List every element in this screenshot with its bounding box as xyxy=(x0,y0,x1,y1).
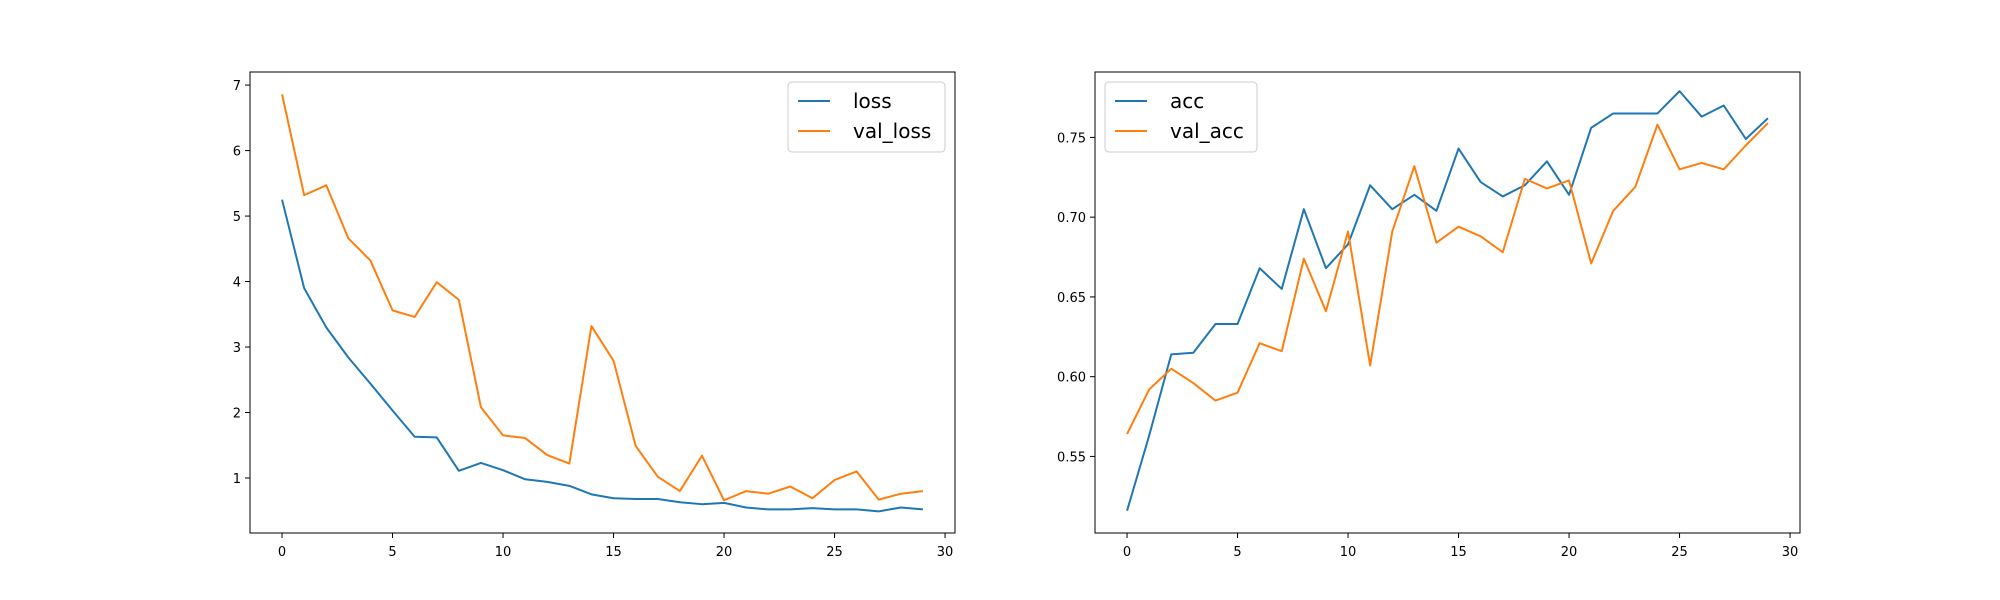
x-tick-label: 10 xyxy=(495,545,512,560)
y-tick-label: 4 xyxy=(233,276,241,291)
plot-frame xyxy=(1094,71,1801,534)
y-tick-label: 3 xyxy=(233,341,241,356)
x-tick-label: 0 xyxy=(1123,545,1131,560)
x-tick-label: 25 xyxy=(826,545,843,560)
loss-chart: 0 5 10 15 20 25 30 1 2 3 4 5 6 7 loss val_loss xyxy=(233,71,956,560)
x-tick-label: 5 xyxy=(1233,545,1241,560)
x-tick-label: 15 xyxy=(605,545,622,560)
y-tick-label: 5 xyxy=(233,210,241,225)
legend-label-val_acc: val_acc xyxy=(1170,119,1244,143)
accuracy-chart: 0 5 10 15 20 25 30 0.55 0.60 0.65 0.70 0.75 acc val_a… xyxy=(1057,71,1801,560)
x-tick-label: 30 xyxy=(937,545,954,560)
x-tick-label: 20 xyxy=(716,545,733,560)
series-line-val_loss xyxy=(281,94,924,502)
x-tick-label: 0 xyxy=(278,545,286,560)
legend: acc val_acc xyxy=(1104,81,1258,153)
y-tick-label: 1 xyxy=(233,472,241,487)
y-tick-label: 0.60 xyxy=(1057,371,1086,386)
legend-box xyxy=(1104,81,1258,153)
series-line-val_acc xyxy=(1126,122,1769,435)
legend-box xyxy=(787,81,946,153)
y-tick-label: 0.70 xyxy=(1057,211,1086,226)
x-tick-label: 30 xyxy=(1782,545,1799,560)
legend-label-val_loss: val_loss xyxy=(853,119,931,143)
y-tick-label: 0.65 xyxy=(1057,291,1086,306)
x-tick-label: 5 xyxy=(388,545,396,560)
x-tick-label: 10 xyxy=(1340,545,1357,560)
x-tick-label: 15 xyxy=(1450,545,1467,560)
legend-label-loss: loss xyxy=(853,89,892,113)
x-tick-label: 25 xyxy=(1671,545,1688,560)
y-tick-label: 0.55 xyxy=(1057,450,1086,465)
y-tick-label: 7 xyxy=(233,79,241,94)
legend: loss val_loss xyxy=(787,81,946,153)
y-tick-label: 6 xyxy=(233,145,241,160)
series-line-loss xyxy=(281,199,924,513)
y-tick-label: 2 xyxy=(233,407,241,422)
legend-label-acc: acc xyxy=(1170,89,1204,113)
plot-frame xyxy=(249,71,956,534)
y-tick-label: 0.75 xyxy=(1057,131,1086,146)
series-line-acc xyxy=(1126,90,1769,511)
x-tick-label: 20 xyxy=(1561,545,1578,560)
